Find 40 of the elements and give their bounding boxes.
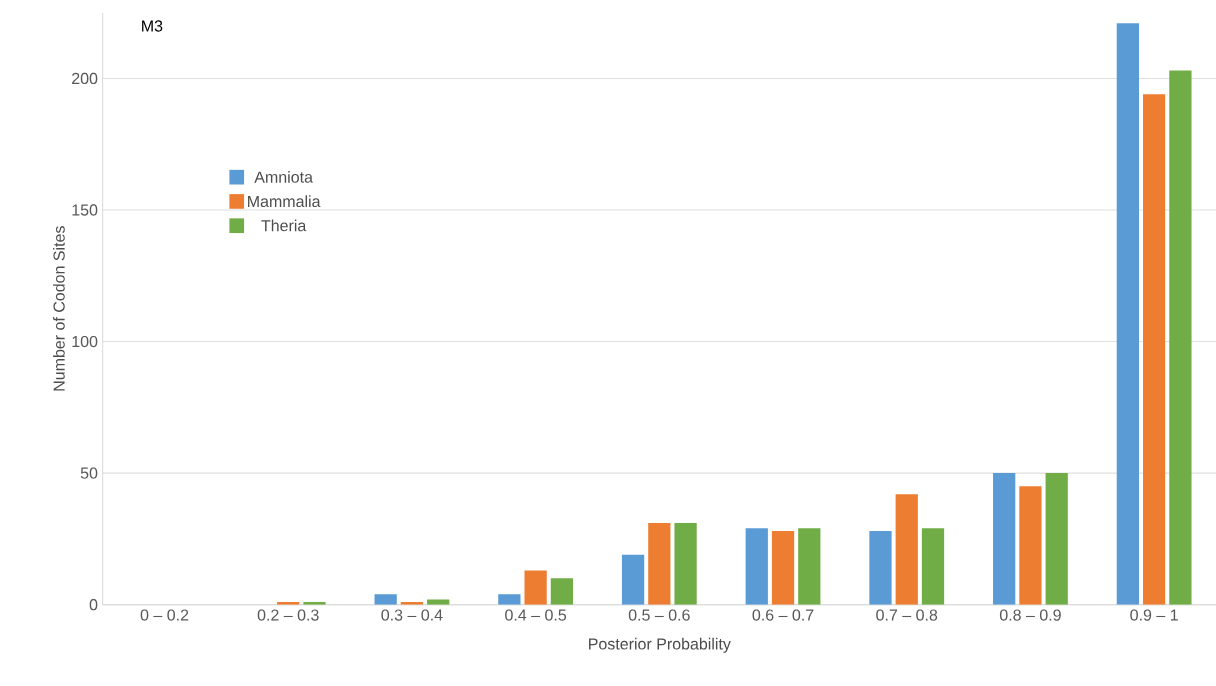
bar	[550, 578, 574, 605]
bar	[1019, 486, 1042, 605]
x-tick-label: 0.5 – 0.6	[628, 609, 690, 621]
y-tick-label: 200	[72, 72, 98, 85]
annotation: M3	[142, 20, 163, 32]
y-tick-label: 150	[72, 204, 98, 216]
x-tick-label: 0.6 – 0.7	[752, 609, 814, 621]
bar	[798, 528, 821, 605]
bar	[921, 528, 945, 605]
bar	[1116, 23, 1140, 605]
x-tick-label: 0.7 – 0.8	[876, 609, 938, 621]
bar	[648, 523, 671, 605]
bar	[745, 528, 768, 605]
bar	[674, 523, 697, 605]
bar	[993, 473, 1016, 605]
y-tick-label: 50	[80, 467, 98, 479]
bar	[1169, 70, 1192, 605]
legend-label: Mammalia	[248, 195, 321, 208]
bar	[621, 554, 645, 605]
x-tick-label: 0.8 – 0.9	[999, 609, 1061, 621]
x-tick-label: 0.9 – 1	[1130, 609, 1178, 621]
x-tick-label: 0 – 0.2	[140, 609, 189, 621]
bar	[374, 594, 397, 605]
y-axis-title: Number of Codon Sites	[53, 226, 65, 391]
legend-label: Amniota	[254, 171, 313, 183]
bar	[771, 531, 795, 605]
y-tick-label: 100	[72, 335, 98, 348]
x-axis-title: Posterior Probability	[589, 637, 731, 653]
bar	[427, 599, 450, 605]
x-tick-label: 0.4 – 0.5	[505, 609, 567, 621]
legend-label: Theria	[261, 219, 307, 232]
x-tick-label: 0.3 – 0.4	[381, 609, 443, 621]
bar	[498, 594, 521, 605]
y-tick-label: 0	[89, 599, 98, 611]
bar	[1045, 473, 1068, 605]
x-tick-label: 0.2 – 0.3	[257, 609, 319, 621]
bar	[1143, 94, 1166, 605]
bar	[869, 531, 892, 605]
bar	[524, 570, 547, 605]
bar	[895, 494, 918, 605]
